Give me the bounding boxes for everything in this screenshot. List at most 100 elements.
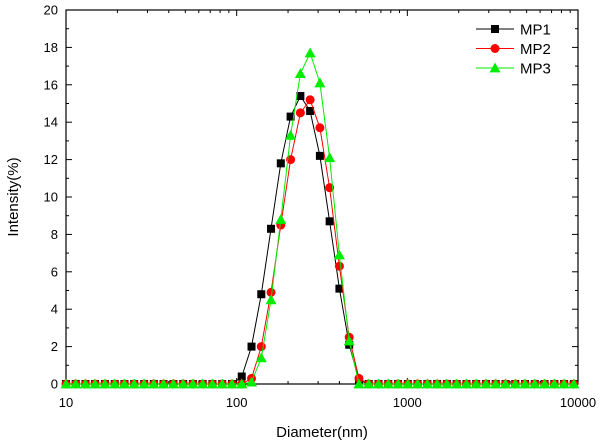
data-point <box>128 378 140 389</box>
data-point <box>412 378 424 389</box>
data-point <box>460 378 472 389</box>
x-axis-title: Diameter(nm) <box>276 424 368 441</box>
legend-item: MP3 <box>476 61 551 78</box>
data-point <box>256 342 266 352</box>
data-point <box>421 378 433 389</box>
y-tick-label: 8 <box>51 227 58 242</box>
legend: MP1 MP2 MP3 <box>476 22 551 78</box>
data-point <box>519 378 531 389</box>
y-tick-label: 4 <box>51 302 58 317</box>
legend-item: MP2 <box>476 41 551 58</box>
data-point <box>333 249 345 260</box>
y-axis: 0 2 4 6 8 10 12 14 16 18 20 <box>44 3 578 392</box>
data-point <box>392 378 404 389</box>
data-point <box>187 378 199 389</box>
y-tick-label: 2 <box>51 339 58 354</box>
data-point <box>295 108 305 118</box>
y-tick-label: 14 <box>44 115 58 130</box>
data-point <box>296 92 305 101</box>
legend-marker <box>491 25 499 33</box>
data-point <box>431 378 443 389</box>
x-tick-label: 100 <box>226 395 248 410</box>
legend-label: MP3 <box>520 61 551 78</box>
legend-marker <box>489 62 501 73</box>
data-point <box>267 224 276 233</box>
data-point <box>276 159 285 168</box>
data-point <box>60 378 72 389</box>
data-point <box>324 152 336 163</box>
x-tick-label: 10 <box>59 395 73 410</box>
data-point <box>118 378 130 389</box>
data-point <box>315 151 324 160</box>
y-tick-label: 6 <box>51 264 58 279</box>
y-axis-title: Intensity(%) <box>5 157 22 236</box>
data-point <box>529 378 541 389</box>
data-point <box>109 378 121 389</box>
data-point <box>548 378 560 389</box>
data-point <box>314 77 326 88</box>
data-point <box>558 378 570 389</box>
data-point <box>343 335 355 346</box>
y-tick-label: 20 <box>44 3 58 18</box>
data-point <box>285 129 297 140</box>
x-axis: 10 100 1000 10000 <box>59 10 596 410</box>
legend-marker <box>490 44 500 53</box>
legend-label: MP1 <box>520 22 551 39</box>
data-point <box>509 378 521 389</box>
data-point <box>325 217 334 226</box>
data-point <box>306 106 315 115</box>
data-point <box>402 378 414 389</box>
data-point <box>265 294 277 305</box>
data-point <box>237 372 246 381</box>
data-point <box>138 378 150 389</box>
data-point <box>266 287 276 297</box>
data-point <box>305 95 315 105</box>
y-tick-label: 0 <box>51 377 58 392</box>
data-point <box>568 378 580 389</box>
data-point <box>177 378 189 389</box>
legend-label: MP2 <box>520 41 551 58</box>
legend-item: MP1 <box>476 22 551 39</box>
series-MP3 <box>60 47 580 389</box>
data-point <box>197 378 209 389</box>
data-point <box>286 112 295 121</box>
x-tick-label: 1000 <box>393 395 422 410</box>
data-point <box>363 378 375 389</box>
data-point <box>480 378 492 389</box>
data-point <box>441 378 453 389</box>
y-tick-label: 12 <box>44 152 58 167</box>
data-point <box>335 284 344 293</box>
data-point <box>304 47 316 58</box>
data-point <box>499 378 511 389</box>
data-point <box>70 378 82 389</box>
data-point <box>334 261 344 271</box>
data-point <box>89 378 101 389</box>
data-point <box>257 290 266 299</box>
data-point <box>470 378 482 389</box>
data-point <box>372 378 384 389</box>
data-point <box>275 213 287 224</box>
series-layer <box>60 47 580 389</box>
data-point <box>353 378 365 389</box>
data-point <box>315 123 325 133</box>
data-point <box>451 378 463 389</box>
data-point <box>167 378 179 389</box>
data-point <box>226 378 238 389</box>
data-point <box>206 378 218 389</box>
x-tick-label: 10000 <box>560 395 596 410</box>
data-point <box>247 342 256 351</box>
data-point <box>246 376 258 387</box>
data-point <box>294 68 306 78</box>
data-point <box>99 378 111 389</box>
data-point <box>216 378 228 389</box>
data-point <box>236 378 248 389</box>
data-point <box>148 378 160 389</box>
data-point <box>79 378 91 389</box>
data-point <box>382 378 394 389</box>
data-point <box>158 378 170 389</box>
data-point <box>539 378 551 389</box>
data-point <box>490 378 502 389</box>
y-tick-label: 10 <box>44 190 58 205</box>
